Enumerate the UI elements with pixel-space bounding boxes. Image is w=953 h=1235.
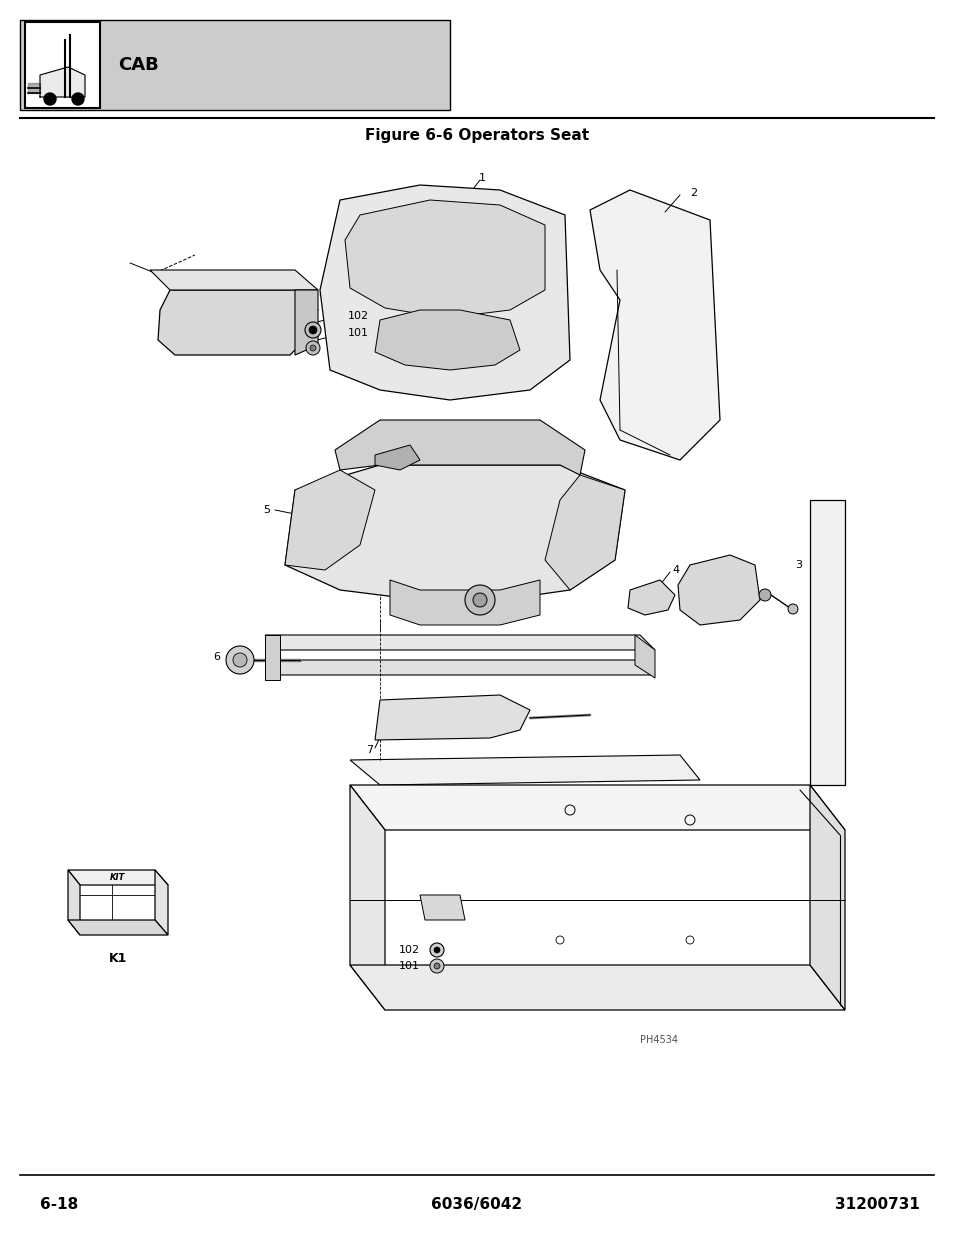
Text: 1: 1	[478, 173, 485, 183]
Polygon shape	[635, 635, 655, 678]
Polygon shape	[68, 869, 168, 885]
Polygon shape	[627, 580, 675, 615]
Polygon shape	[158, 290, 317, 354]
Polygon shape	[335, 420, 584, 475]
Polygon shape	[589, 190, 720, 459]
Circle shape	[464, 585, 495, 615]
Text: 102: 102	[398, 945, 419, 955]
Polygon shape	[345, 200, 544, 317]
Circle shape	[434, 947, 439, 953]
Text: 5: 5	[263, 505, 270, 515]
Polygon shape	[390, 580, 539, 625]
Circle shape	[44, 93, 56, 105]
Polygon shape	[375, 310, 519, 370]
Text: 31200731: 31200731	[834, 1198, 919, 1213]
Circle shape	[787, 604, 797, 614]
Polygon shape	[265, 635, 280, 680]
Circle shape	[430, 960, 443, 973]
Text: 2: 2	[689, 188, 697, 198]
Polygon shape	[419, 895, 464, 920]
Polygon shape	[319, 185, 569, 400]
Polygon shape	[285, 471, 375, 571]
Circle shape	[71, 93, 84, 105]
Polygon shape	[265, 659, 655, 676]
Text: 3: 3	[794, 559, 801, 571]
Circle shape	[233, 653, 247, 667]
Polygon shape	[544, 475, 624, 590]
Polygon shape	[375, 695, 530, 740]
Circle shape	[473, 593, 486, 606]
Circle shape	[309, 326, 316, 333]
Text: 7: 7	[366, 745, 373, 755]
Text: Figure 6-6 Operators Seat: Figure 6-6 Operators Seat	[365, 127, 588, 142]
Text: 6036/6042: 6036/6042	[431, 1198, 522, 1213]
Text: 101: 101	[348, 329, 369, 338]
Text: PH4534: PH4534	[639, 1035, 678, 1045]
Text: CAB: CAB	[118, 56, 158, 74]
Circle shape	[310, 345, 315, 351]
Bar	[25, 22, 100, 107]
Circle shape	[430, 944, 443, 957]
Bar	[20, 20, 450, 110]
Polygon shape	[350, 785, 844, 830]
Text: 102: 102	[348, 311, 369, 321]
Circle shape	[226, 646, 253, 674]
Polygon shape	[68, 869, 80, 935]
Text: KIT: KIT	[111, 873, 126, 883]
Circle shape	[434, 963, 439, 969]
Circle shape	[759, 589, 770, 601]
Polygon shape	[150, 270, 317, 290]
Polygon shape	[28, 83, 40, 93]
Polygon shape	[285, 466, 624, 600]
Polygon shape	[678, 555, 760, 625]
Polygon shape	[40, 67, 85, 98]
Polygon shape	[265, 635, 655, 650]
Polygon shape	[809, 500, 844, 785]
Polygon shape	[375, 445, 419, 471]
Text: 4: 4	[671, 564, 679, 576]
Polygon shape	[68, 920, 168, 935]
Polygon shape	[809, 785, 844, 1010]
Polygon shape	[350, 965, 844, 1010]
Circle shape	[306, 341, 319, 354]
Text: 103: 103	[348, 274, 369, 284]
Circle shape	[305, 322, 320, 338]
Text: 6: 6	[213, 652, 220, 662]
Polygon shape	[350, 755, 700, 785]
Text: 101: 101	[398, 961, 419, 971]
Text: K1: K1	[109, 951, 127, 965]
Text: 6-18: 6-18	[40, 1198, 78, 1213]
Polygon shape	[294, 290, 317, 354]
Polygon shape	[350, 785, 385, 1010]
Polygon shape	[154, 869, 168, 935]
